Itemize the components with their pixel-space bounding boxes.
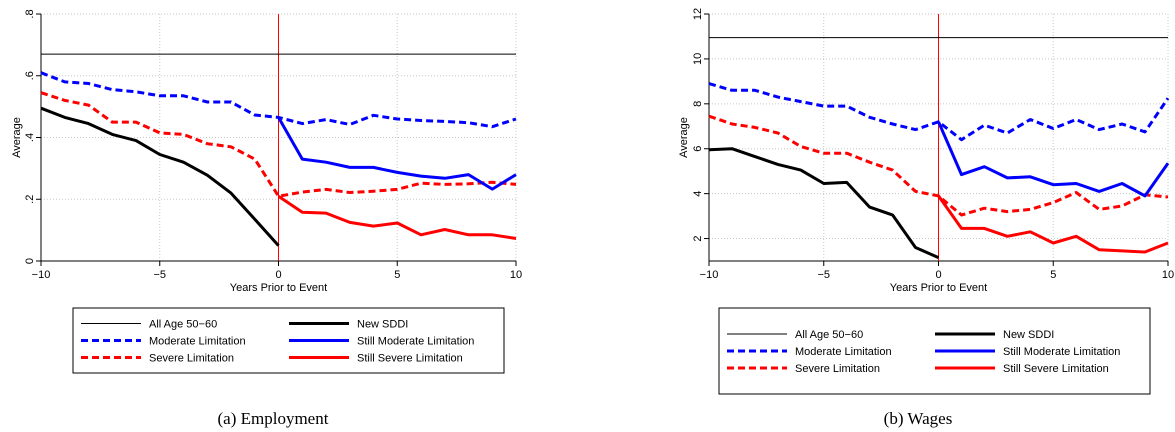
y-tick-label: 10 [692, 53, 704, 65]
x-tick-label: −5 [153, 269, 166, 281]
legend-label: All Age 50−60 [149, 319, 217, 331]
legend-box [718, 307, 1151, 395]
y-tick-label: .8 [24, 9, 36, 18]
x-tick-label: −5 [817, 269, 830, 281]
series-line [40, 106, 280, 247]
legend-label: Severe Limitation [149, 353, 234, 365]
y-axis-title: Average [678, 117, 690, 158]
legend-label: New SDDI [357, 319, 408, 331]
y-tick-label: 12 [692, 8, 704, 20]
chart-caption: (a) Employment [218, 409, 329, 428]
y-tick-label: .6 [24, 71, 36, 80]
y-tick-label: 0 [24, 258, 36, 264]
y-axis-title: Average [11, 117, 23, 158]
legend-label: Still Moderate Limitation [357, 336, 474, 348]
legend-label: Still Severe Limitation [357, 353, 463, 365]
series-line [40, 91, 517, 198]
x-tick-label: −10 [700, 269, 719, 281]
x-tick-label: 5 [1050, 269, 1056, 281]
legend-label: Severe Limitation [795, 363, 880, 375]
x-tick-label: 10 [1162, 269, 1174, 281]
series-line [937, 121, 1170, 198]
legend-label: New SDDI [1003, 329, 1054, 341]
y-tick-label: 6 [692, 146, 704, 152]
y-tick-label: .2 [24, 195, 36, 204]
series-line [277, 194, 517, 240]
series-line [708, 147, 940, 259]
y-tick-label: .4 [24, 133, 36, 142]
x-tick-label: 0 [935, 269, 941, 281]
chart-caption: (b) Wages [884, 409, 953, 428]
x-tick-label: 5 [394, 269, 400, 281]
series-line [937, 195, 1169, 254]
series-line [277, 116, 517, 191]
x-axis-title: Years Prior to Event [890, 282, 987, 294]
legend-label: Moderate Limitation [149, 336, 246, 348]
x-axis-title: Years Prior to Event [230, 282, 327, 294]
legend-label: Still Severe Limitation [1003, 363, 1109, 375]
legend-label: Still Moderate Limitation [1003, 346, 1120, 358]
y-tick-label: 2 [692, 235, 704, 241]
wages-panel: 2 4 6 8 10 12 −10 −5 0 5 10 Years Prior to Event Ave… [678, 8, 1174, 428]
x-tick-label: 10 [510, 269, 522, 281]
legend-box [72, 307, 505, 374]
x-tick-label: 0 [275, 269, 281, 281]
y-tick-label: 8 [692, 101, 704, 107]
legend-label: All Age 50−60 [795, 329, 863, 341]
x-tick-label: −10 [32, 269, 51, 281]
y-tick-label: 4 [692, 191, 704, 197]
legend-label: Moderate Limitation [795, 346, 892, 358]
employment-panel: 0 .2 .4 .6 .8 −10 −5 0 5 10 Years Prior to Event Av… [11, 9, 522, 428]
